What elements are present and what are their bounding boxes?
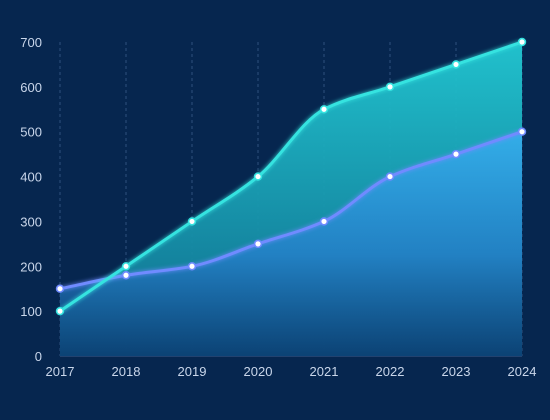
area-series-2 [60,131,522,356]
y-tick-label: 0 [35,349,42,364]
point-series-1-2020 [253,172,263,181]
point-series-2-2023 [451,149,461,159]
x-tick-label: 2019 [178,364,207,379]
x-tick-label: 2020 [244,364,273,379]
y-tick-label: 700 [20,35,42,50]
point-series-1-2018 [121,262,131,271]
x-tick-label: 2018 [112,364,141,379]
point-series-2-2017 [55,284,65,293]
point-series-2-2018 [121,271,131,280]
line-series-2 [58,130,524,291]
point-series-1-2019 [187,217,197,226]
y-tick-label: 300 [20,214,42,229]
x-tick-label: 2017 [46,364,75,379]
point-series-1-2017 [55,306,65,316]
x-axis: 2017 2018 2019 2020 2021 2022 2023 2024 [46,364,537,379]
areas [60,42,522,356]
points [55,37,527,316]
line-series-1 [58,40,524,313]
y-tick-label: 100 [20,304,42,319]
x-tick-label: 2023 [442,364,471,379]
point-series-1-2024 [517,37,527,47]
y-tick-label: 500 [20,125,42,140]
point-series-1-2022 [385,82,395,92]
x-tick-label: 2024 [508,364,537,379]
x-tick-label: 2022 [376,364,405,379]
y-tick-label: 200 [20,259,42,274]
point-series-2-2024 [517,127,527,136]
lines [58,40,524,313]
x-tick-label: 2021 [310,364,339,379]
point-series-1-2021 [319,105,329,114]
point-series-2-2019 [187,262,197,271]
point-series-2-2021 [319,217,329,226]
point-series-2-2022 [385,172,395,181]
y-tick-label: 600 [20,80,42,95]
point-series-2-2020 [253,239,263,249]
y-axis: 0 100 200 300 400 500 600 700 [20,35,42,364]
point-series-1-2023 [451,60,461,69]
y-tick-label: 400 [20,170,42,185]
